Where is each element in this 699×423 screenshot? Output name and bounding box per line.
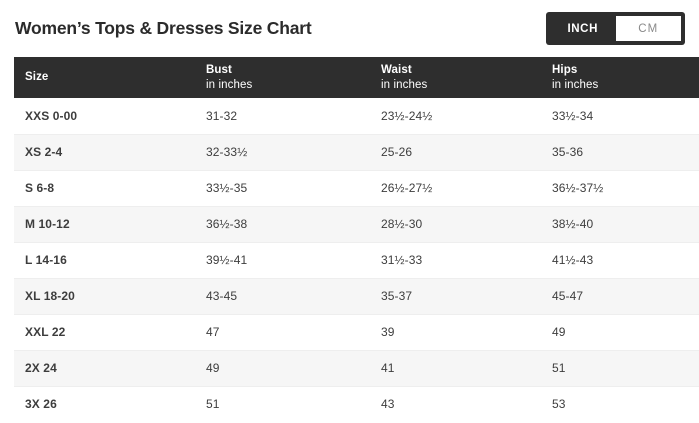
cell-bust: 49 [195,350,370,387]
cell-bust: 39½-41 [195,242,370,279]
cell-waist: 31½-33 [370,242,541,279]
table-header: Size Bust in inches Waist in inches Hips… [14,57,699,98]
cell-waist: 39 [370,314,541,351]
cell-hips: 51 [541,350,699,387]
cell-hips: 36½-37½ [541,170,699,207]
table-row: 3X 26 51 43 53 [14,386,699,422]
column-header-bust-title: Bust [206,63,232,76]
cell-waist: 26½-27½ [370,170,541,207]
column-header-waist-unit: in inches [381,78,428,91]
table-row: XL 18-20 43-45 35-37 45-47 [14,278,699,315]
cell-waist: 23½-24½ [370,98,541,135]
column-header-hips-unit: in inches [552,78,599,91]
table-row: S 6-8 33½-35 26½-27½ 36½-37½ [14,170,699,207]
column-header-size-title: Size [25,71,49,84]
column-header-bust-unit: in inches [206,78,253,91]
column-header-hips: Hips in inches [541,57,699,98]
size-chart-table: Size Bust in inches Waist in inches Hips… [14,57,699,422]
cell-size: XXS 0-00 [14,98,195,135]
cell-waist: 43 [381,397,395,412]
table-header-row: Size Bust in inches Waist in inches Hips… [14,57,699,98]
cell-size: 2X 24 [14,350,195,387]
cell-waist: 41 [370,350,541,387]
cell-bust: 47 [195,314,370,351]
cell-size: M 10-12 [14,206,195,243]
cell-hips: 38½-40 [541,206,699,243]
cell-size: 3X 26 [25,397,57,412]
column-header-waist: Waist in inches [370,57,541,98]
column-header-size: Size [14,57,195,98]
cell-size: XL 18-20 [14,278,195,315]
cell-bust: 51 [206,397,220,412]
table-row: XXS 0-00 31-32 23½-24½ 33½-34 [14,98,699,135]
table-body: XXS 0-00 31-32 23½-24½ 33½-34 XS 2-4 32-33½ 25… [14,98,699,422]
cell-hips: 41½-43 [541,242,699,279]
cell-hips: 53 [552,397,566,412]
cell-size: XXL 22 [14,314,195,351]
cell-hips: 45-47 [541,278,699,315]
cell-size: S 6-8 [14,170,195,207]
unit-toggle-cm[interactable]: CM [615,16,681,41]
cell-hips: 49 [541,314,699,351]
cell-bust: 33½-35 [195,170,370,207]
table-row: L 14-16 39½-41 31½-33 41½-43 [14,242,699,279]
cell-bust: 31-32 [195,98,370,135]
table-row: XS 2-4 32-33½ 25-26 35-36 [14,134,699,171]
table-row: XXL 22 47 39 49 [14,314,699,351]
column-header-waist-title: Waist [381,63,412,76]
unit-toggle[interactable]: INCH CM [546,12,685,45]
table-row: 2X 24 49 41 51 [14,350,699,387]
cell-waist: 28½-30 [370,206,541,243]
cell-hips: 33½-34 [541,98,699,135]
table-row: M 10-12 36½-38 28½-30 38½-40 [14,206,699,243]
page-title: Women’s Tops & Dresses Size Chart [15,17,312,38]
cell-bust: 32-33½ [195,134,370,171]
cell-hips: 35-36 [541,134,699,171]
page-header: Women’s Tops & Dresses Size Chart INCH C… [0,0,699,57]
cell-size: L 14-16 [14,242,195,279]
cell-waist: 25-26 [370,134,541,171]
column-header-bust: Bust in inches [195,57,370,98]
cell-bust: 43-45 [195,278,370,315]
column-header-hips-title: Hips [552,63,578,76]
cell-size: XS 2-4 [14,134,195,171]
cell-waist: 35-37 [370,278,541,315]
unit-toggle-inch[interactable]: INCH [567,22,598,35]
cell-bust: 36½-38 [195,206,370,243]
